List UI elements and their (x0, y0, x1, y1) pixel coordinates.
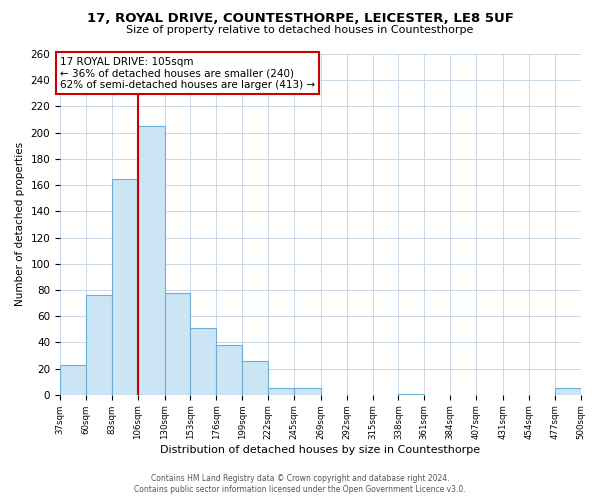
Bar (294, 388, 321, 395)
X-axis label: Distribution of detached houses by size in Countesthorpe: Distribution of detached houses by size … (160, 445, 481, 455)
Bar (398, 394, 424, 395)
Bar (190, 328, 216, 395)
Text: Contains HM Land Registry data © Crown copyright and database right 2024.
Contai: Contains HM Land Registry data © Crown c… (134, 474, 466, 494)
Bar (86, 295, 112, 395)
Text: 17, ROYAL DRIVE, COUNTESTHORPE, LEICESTER, LE8 5UF: 17, ROYAL DRIVE, COUNTESTHORPE, LEICESTE… (86, 12, 514, 26)
Bar (60, 364, 86, 395)
Text: 17 ROYAL DRIVE: 105sqm
← 36% of detached houses are smaller (240)
62% of semi-de: 17 ROYAL DRIVE: 105sqm ← 36% of detached… (60, 56, 315, 90)
Bar (242, 361, 268, 395)
Bar (164, 292, 190, 395)
Bar (112, 178, 137, 395)
Bar (216, 345, 242, 395)
Text: Size of property relative to detached houses in Countesthorpe: Size of property relative to detached ho… (127, 25, 473, 35)
Bar (137, 126, 164, 395)
Bar (554, 388, 581, 395)
Y-axis label: Number of detached properties: Number of detached properties (15, 142, 25, 306)
Bar (268, 388, 294, 395)
